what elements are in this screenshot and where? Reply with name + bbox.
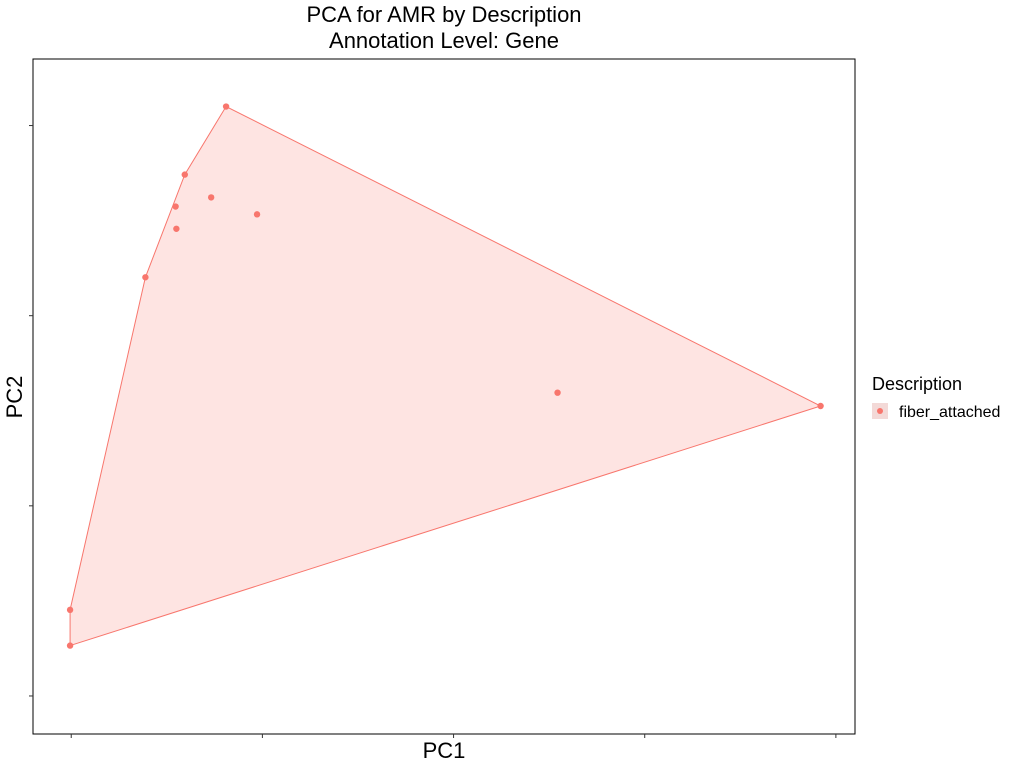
chart-subtitle: Annotation Level: Gene [329,28,559,53]
legend-key-point [877,408,883,414]
legend: Description fiber_attached [872,374,1000,421]
data-point [222,103,230,110]
data-point [207,194,215,201]
plot-panel [32,58,856,735]
data-point [181,171,188,178]
data-point [172,203,179,210]
data-point [253,211,261,218]
data-point [817,402,824,410]
data-point [66,642,74,649]
points-layer [66,103,824,649]
y-axis-title: PC2 [2,376,27,419]
chart-title: PCA for AMR by Description [306,2,581,27]
legend-title: Description [872,374,962,394]
data-point [142,274,149,281]
legend-label: fiber_attached [899,404,1000,421]
x-axis-title: PC1 [423,738,466,763]
data-point [554,389,561,396]
data-point [66,606,74,614]
ticks-layer [29,125,837,738]
data-point [173,225,180,232]
